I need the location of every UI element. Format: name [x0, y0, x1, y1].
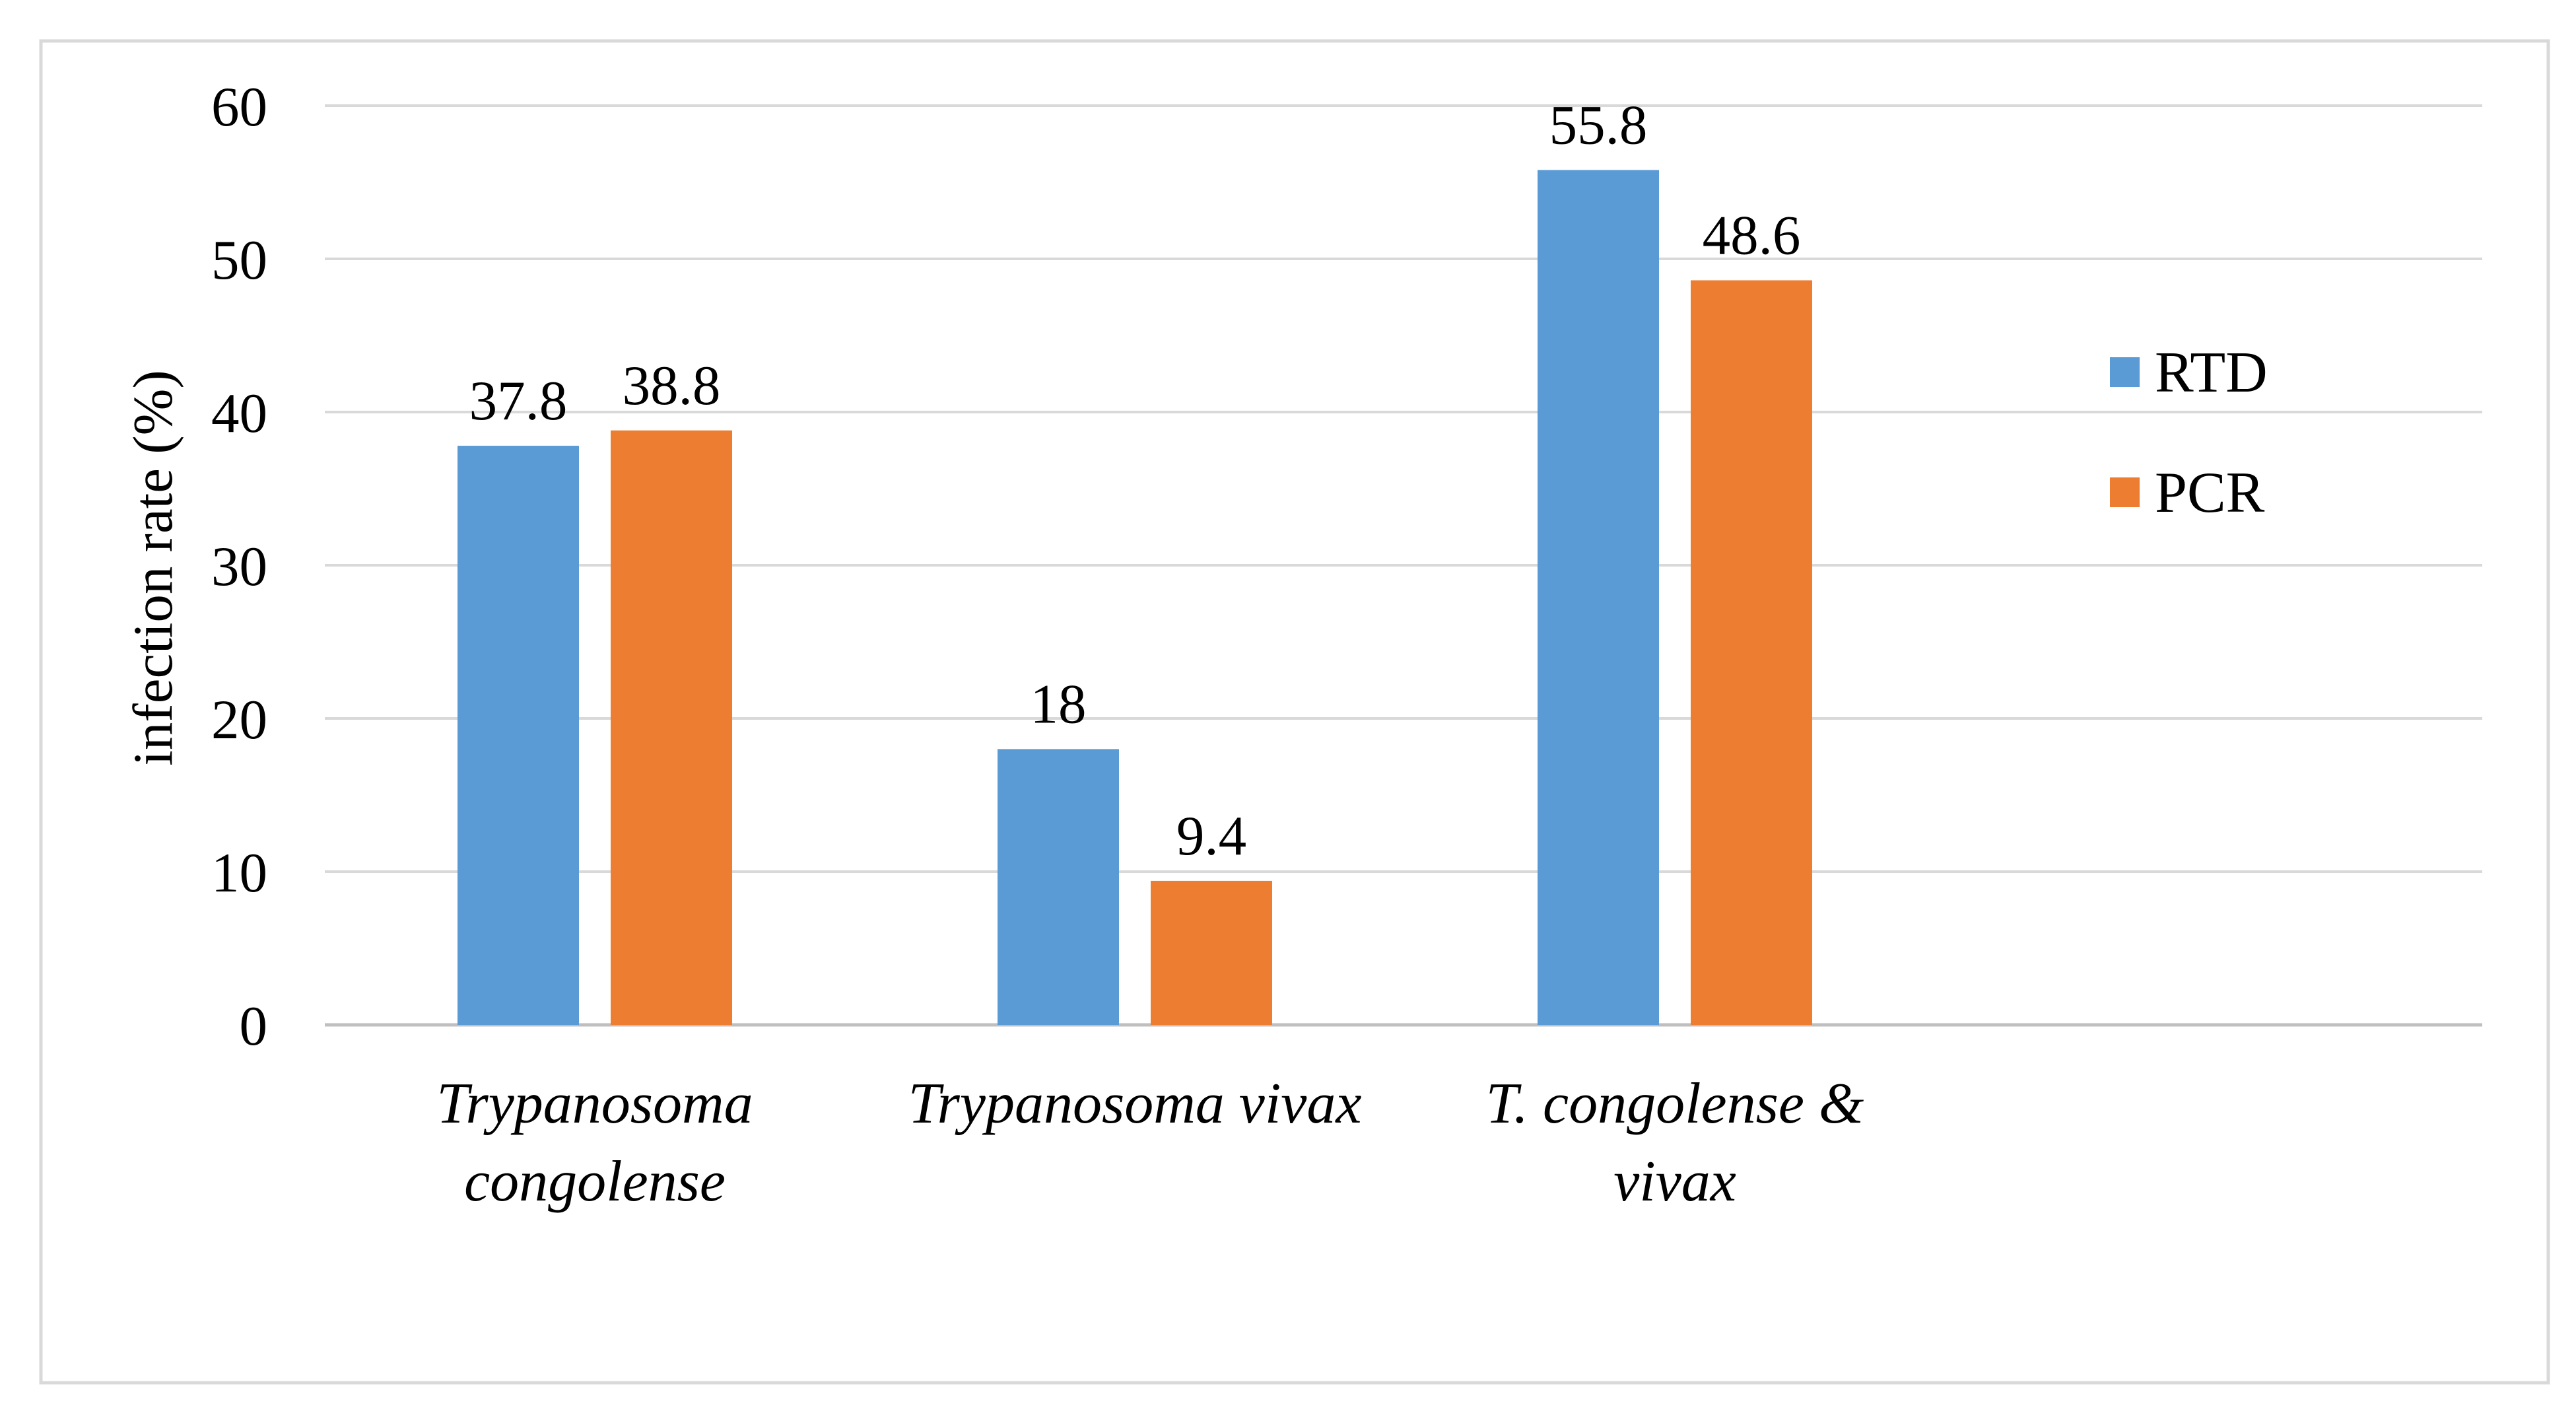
legend-label-rtd: RTD — [2155, 341, 2268, 405]
data-label-pcr-0: 38.8 — [623, 355, 721, 417]
y-tick-label: 60 — [211, 76, 267, 138]
data-labels: 37.8 38.8 18 9.4 55.8 48.6 — [469, 94, 1801, 866]
legend-swatch-rtd — [2110, 357, 2140, 387]
bar-rtd-0 — [458, 446, 579, 1025]
bars — [458, 170, 1812, 1026]
y-tick-label: 10 — [211, 842, 267, 904]
y-axis-title: infection rate (%) — [122, 370, 184, 765]
bar-rtd-1 — [998, 749, 1119, 1025]
data-label-rtd-2: 55.8 — [1549, 94, 1648, 156]
x-axis-categories: Trypanosoma congolense Trypanosoma vivax T.… — [436, 1072, 1864, 1214]
data-label-rtd-1: 18 — [1031, 673, 1087, 735]
legend-label-pcr: PCR — [2155, 461, 2265, 525]
y-tick-label: 30 — [211, 536, 267, 598]
chart-frame — [39, 39, 2550, 1385]
data-label-pcr-1: 9.4 — [1176, 805, 1246, 867]
legend: RTD PCR — [2110, 341, 2268, 525]
y-tick-label: 0 — [240, 995, 268, 1057]
x-category-label: congolense — [464, 1150, 726, 1214]
bar-rtd-2 — [1538, 170, 1659, 1026]
x-category-label: Trypanosoma — [436, 1072, 753, 1136]
bar-pcr-1 — [1151, 880, 1272, 1025]
data-label-rtd-0: 37.8 — [469, 370, 568, 432]
y-tick-label: 50 — [211, 229, 267, 291]
data-label-pcr-2: 48.6 — [1703, 204, 1801, 266]
bar-pcr-2 — [1691, 280, 1812, 1026]
x-category-label: T. congolense & — [1486, 1072, 1864, 1136]
y-tick-label: 40 — [211, 382, 267, 444]
bar-pcr-0 — [611, 430, 732, 1025]
legend-swatch-pcr — [2110, 477, 2140, 507]
x-category-label: Trypanosoma vivax — [908, 1072, 1362, 1136]
x-category-label: vivax — [1613, 1150, 1736, 1214]
y-axis-ticks: 0 10 20 30 40 50 60 — [211, 76, 267, 1057]
y-tick-label: 20 — [211, 689, 267, 751]
